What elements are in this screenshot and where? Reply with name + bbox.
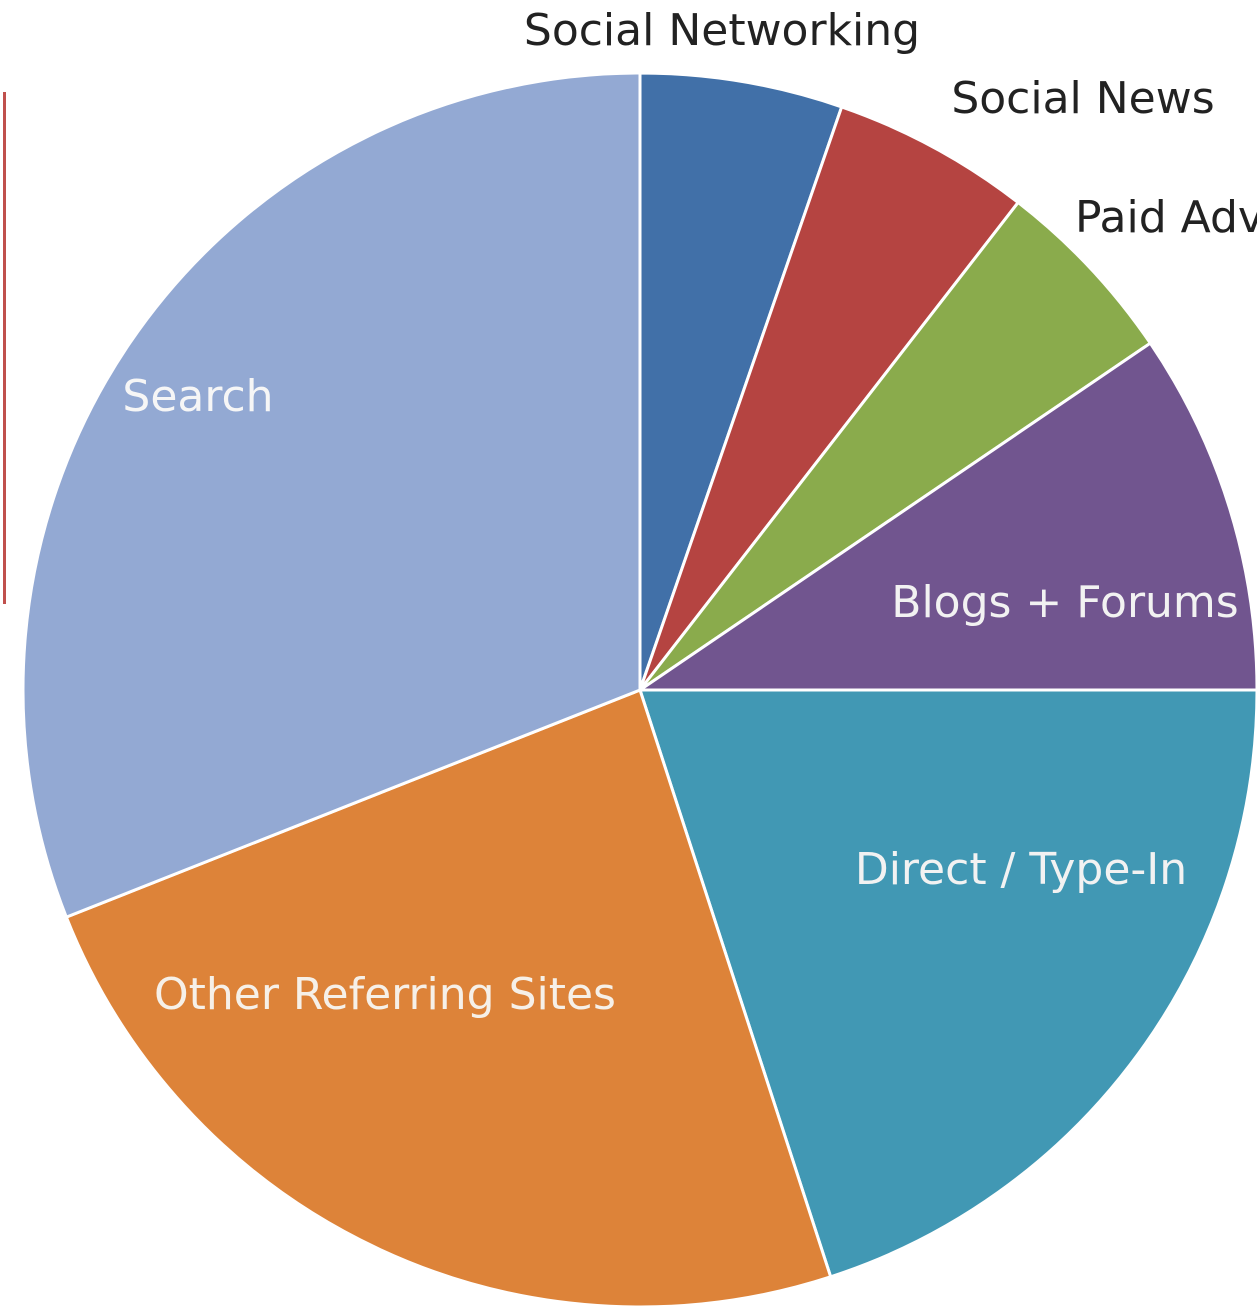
pie-slice-direct-type-in: [638, 688, 1257, 1279]
pie-label-paid-adv: Paid Adv: [1075, 192, 1257, 243]
pie-label-search: Search: [122, 371, 273, 422]
pie-slice-search: [21, 71, 642, 919]
left-edge-accent: [0, 92, 6, 604]
pie-slice-paid-adv: [638, 200, 1152, 692]
pie-slice-other-referring-sites: [64, 688, 833, 1309]
pie-slices: [21, 71, 1257, 1309]
pie-label-direct-type-in: Direct / Type-In: [855, 844, 1187, 895]
pie-slice-blogs-forums: [638, 341, 1257, 692]
pie-slice-social-news: [638, 105, 1020, 692]
pie-label-blogs-forums: Blogs + Forums: [891, 577, 1238, 628]
pie-label-social-news: Social News: [951, 73, 1214, 124]
pie-label-other-referring-sites: Other Referring Sites: [154, 969, 616, 1020]
pie-slice-social-networking: [638, 71, 844, 692]
pie-label-social-networking: Social Networking: [524, 5, 920, 56]
pie-labels: Social Networking Social News Paid Adv Blog…: [122, 5, 1257, 1020]
